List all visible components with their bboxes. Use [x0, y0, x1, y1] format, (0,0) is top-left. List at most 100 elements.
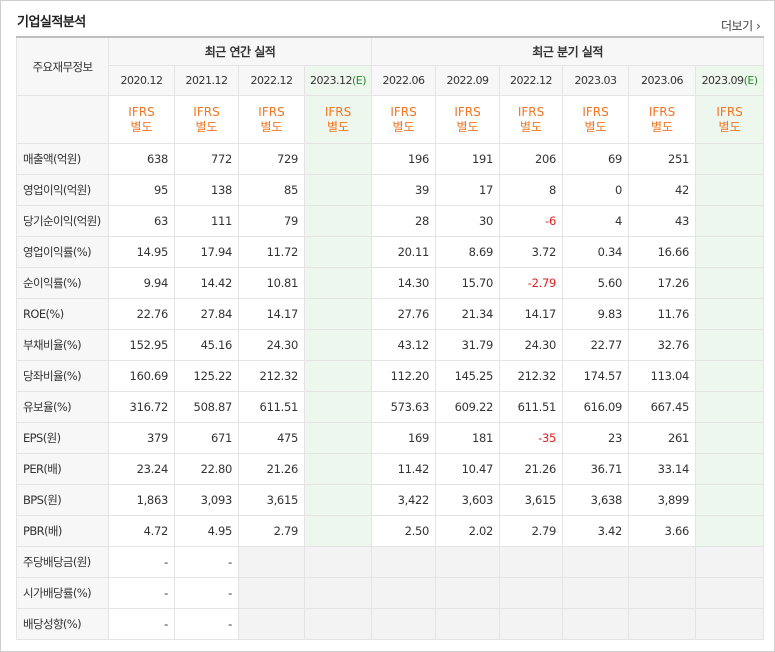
- table-cell: 3,899: [628, 484, 697, 516]
- table-row: 당기순이익(억원) 63 111 79 28 30 -6 4 43: [16, 205, 765, 237]
- period-header: 2023.06: [628, 65, 697, 96]
- table-cell: [695, 608, 765, 640]
- table-cell: 160.69: [108, 360, 175, 392]
- table-cell: 667.45: [628, 391, 697, 423]
- table-cell: 5.60: [562, 267, 630, 299]
- table-cell: 145.25: [435, 360, 501, 392]
- row-label: 영업이익률(%): [16, 236, 109, 268]
- table-row: PBR(배) 4.72 4.95 2.79 2.50 2.02 2.79 3.42 3.66: [16, 515, 765, 547]
- table-cell: 24.30: [499, 329, 564, 361]
- table-cell: [303, 174, 373, 206]
- table-cell: 39: [371, 174, 437, 206]
- table-row: EPS(원) 379 671 475 169 181 -35 23 261: [16, 422, 765, 454]
- table-cell: 212.32: [238, 360, 305, 392]
- period-label: 2021.12: [185, 74, 229, 87]
- row-label: 당좌비율(%): [16, 360, 109, 392]
- table-cell: 69: [562, 143, 630, 175]
- standard-line2: 별도: [456, 119, 479, 134]
- standard-line1: IFRS: [390, 104, 417, 119]
- table-cell: 3.66: [628, 515, 697, 547]
- accounting-standard: IFRS 별도: [695, 95, 765, 144]
- more-link[interactable]: 더보기 ›: [721, 17, 761, 34]
- table-cell: [303, 577, 373, 609]
- table-cell: [628, 608, 697, 640]
- table-cell: 15.70: [435, 267, 501, 299]
- period-header: 2022.09: [435, 65, 501, 96]
- table-cell: 21.34: [435, 298, 501, 330]
- standard-line1: IFRS: [454, 104, 481, 119]
- period-header: 2023.03: [562, 65, 630, 96]
- table-cell: -: [174, 577, 239, 609]
- table-cell: 112.20: [371, 360, 437, 392]
- table-cell: [628, 577, 697, 609]
- table-cell: 27.84: [174, 298, 239, 330]
- table-cell: 573.63: [371, 391, 437, 423]
- table-cell: [371, 577, 437, 609]
- table-cell: 8: [499, 174, 564, 206]
- table-row: 영업이익률(%) 14.95 17.94 11.72 20.11 8.69 3.72 0.34…: [16, 236, 765, 268]
- table-cell: [303, 143, 373, 175]
- row-header-label: 주요재무정보: [16, 36, 109, 96]
- table-cell: [499, 577, 564, 609]
- standard-line2: 별도: [195, 119, 218, 134]
- table-cell: [695, 515, 765, 547]
- table-cell: [303, 205, 373, 237]
- table-cell: [695, 546, 765, 578]
- table-cell: [371, 546, 437, 578]
- table-row: BPS(원) 1,863 3,093 3,615 3,422 3,603 3,615 3,63…: [16, 484, 765, 516]
- table-cell: 2.02: [435, 515, 501, 547]
- table-cell: 2.50: [371, 515, 437, 547]
- table-cell: 22.80: [174, 453, 239, 485]
- more-label: 더보기: [721, 19, 753, 33]
- table-cell: 772: [174, 143, 239, 175]
- table-row: 매출액(억원) 638 772 729 196 191 206 69 251: [16, 143, 765, 175]
- table-cell: 8.69: [435, 236, 501, 268]
- table-cell: [238, 577, 305, 609]
- table-row: ROE(%) 22.76 27.84 14.17 27.76 21.34 14.17 9.83…: [16, 298, 765, 330]
- table-cell: 206: [499, 143, 564, 175]
- table-cell: 611.51: [499, 391, 564, 423]
- table-cell: [303, 484, 373, 516]
- table-cell: 17: [435, 174, 501, 206]
- period-header: 2021.12: [174, 65, 239, 96]
- standard-line2: 별도: [718, 119, 741, 134]
- table-cell: [695, 453, 765, 485]
- accounting-standard: IFRS 별도: [238, 95, 305, 144]
- period-label: 2022.12: [510, 74, 553, 87]
- table-cell: 4: [562, 205, 630, 237]
- period-header: 2022.06: [371, 65, 437, 96]
- table-cell: [303, 608, 373, 640]
- row-label: 부채비율(%): [16, 329, 109, 361]
- table-cell: 43: [628, 205, 697, 237]
- table-cell: [435, 608, 501, 640]
- row-label: PBR(배): [16, 515, 109, 547]
- table-cell: 3.42: [562, 515, 630, 547]
- table-cell: 30: [435, 205, 501, 237]
- table-row: PER(배) 23.24 22.80 21.26 11.42 10.47 21.26 36.7…: [16, 453, 765, 485]
- table-cell: 14.30: [371, 267, 437, 299]
- table-cell: [562, 577, 630, 609]
- table-cell: [695, 329, 765, 361]
- period-label: 2022.06: [382, 74, 426, 87]
- row-label: 영업이익(억원): [16, 174, 109, 206]
- table-cell: 10.81: [238, 267, 305, 299]
- standard-line2: 별도: [651, 119, 674, 134]
- table-cell: [303, 298, 373, 330]
- table-cell: -2.79: [499, 267, 564, 299]
- table-cell: 17.94: [174, 236, 239, 268]
- table-cell: 45.16: [174, 329, 239, 361]
- table-cell: -: [174, 608, 239, 640]
- table-cell: 261: [628, 422, 697, 454]
- table-cell: 3,615: [499, 484, 564, 516]
- table-cell: [695, 484, 765, 516]
- table-cell: 3,093: [174, 484, 239, 516]
- table-cell: 36.71: [562, 453, 630, 485]
- table-cell: [303, 329, 373, 361]
- standard-line1: IFRS: [648, 104, 676, 119]
- table-cell: 609.22: [435, 391, 501, 423]
- estimate-mark: (E): [743, 74, 759, 87]
- table-cell: 14.17: [238, 298, 305, 330]
- table-cell: [695, 205, 765, 237]
- table-cell: [695, 174, 765, 206]
- standard-line2: 별도: [130, 119, 153, 134]
